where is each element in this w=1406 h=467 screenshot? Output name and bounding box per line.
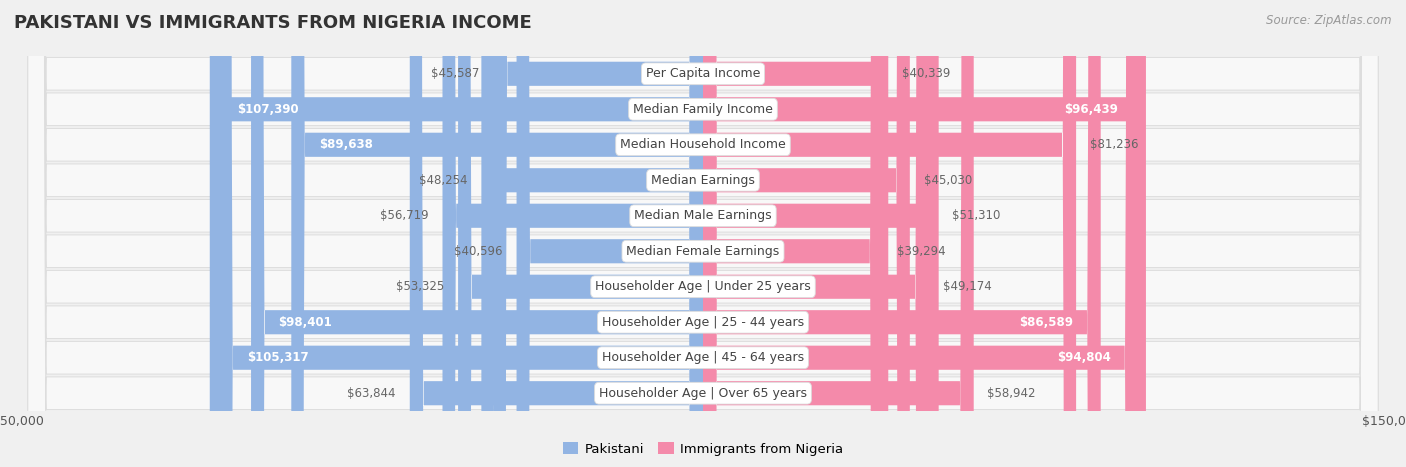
Text: $53,325: $53,325 <box>396 280 444 293</box>
Text: Median Male Earnings: Median Male Earnings <box>634 209 772 222</box>
FancyBboxPatch shape <box>481 0 703 467</box>
FancyBboxPatch shape <box>703 0 1076 467</box>
Text: $49,174: $49,174 <box>942 280 991 293</box>
Text: $45,030: $45,030 <box>924 174 972 187</box>
FancyBboxPatch shape <box>28 0 1378 467</box>
FancyBboxPatch shape <box>28 0 1378 467</box>
FancyBboxPatch shape <box>703 0 1139 467</box>
Text: $48,254: $48,254 <box>419 174 468 187</box>
Text: $51,310: $51,310 <box>952 209 1001 222</box>
Text: $94,804: $94,804 <box>1057 351 1111 364</box>
Text: $39,294: $39,294 <box>897 245 946 258</box>
FancyBboxPatch shape <box>703 0 910 467</box>
FancyBboxPatch shape <box>703 0 939 467</box>
FancyBboxPatch shape <box>28 0 1378 467</box>
FancyBboxPatch shape <box>28 0 1378 467</box>
FancyBboxPatch shape <box>28 0 1378 467</box>
Text: Source: ZipAtlas.com: Source: ZipAtlas.com <box>1267 14 1392 27</box>
Text: $56,719: $56,719 <box>380 209 429 222</box>
FancyBboxPatch shape <box>209 0 703 467</box>
Text: Median Female Earnings: Median Female Earnings <box>627 245 779 258</box>
Text: Median Earnings: Median Earnings <box>651 174 755 187</box>
FancyBboxPatch shape <box>409 0 703 467</box>
FancyBboxPatch shape <box>219 0 703 467</box>
Text: Householder Age | 25 - 44 years: Householder Age | 25 - 44 years <box>602 316 804 329</box>
Text: $105,317: $105,317 <box>247 351 308 364</box>
FancyBboxPatch shape <box>458 0 703 467</box>
Text: $96,439: $96,439 <box>1064 103 1118 116</box>
FancyBboxPatch shape <box>443 0 703 467</box>
Text: Median Household Income: Median Household Income <box>620 138 786 151</box>
FancyBboxPatch shape <box>291 0 703 467</box>
Text: $89,638: $89,638 <box>319 138 373 151</box>
Text: $81,236: $81,236 <box>1090 138 1139 151</box>
Text: PAKISTANI VS IMMIGRANTS FROM NIGERIA INCOME: PAKISTANI VS IMMIGRANTS FROM NIGERIA INC… <box>14 14 531 32</box>
FancyBboxPatch shape <box>28 0 1378 467</box>
Text: Median Family Income: Median Family Income <box>633 103 773 116</box>
Text: $45,587: $45,587 <box>432 67 479 80</box>
Text: $40,339: $40,339 <box>903 67 950 80</box>
Text: Per Capita Income: Per Capita Income <box>645 67 761 80</box>
Text: $63,844: $63,844 <box>347 387 396 400</box>
Text: $40,596: $40,596 <box>454 245 503 258</box>
Text: $98,401: $98,401 <box>278 316 332 329</box>
FancyBboxPatch shape <box>703 0 929 467</box>
Text: Householder Age | Under 25 years: Householder Age | Under 25 years <box>595 280 811 293</box>
FancyBboxPatch shape <box>703 0 883 467</box>
FancyBboxPatch shape <box>28 0 1378 467</box>
Text: $107,390: $107,390 <box>238 103 299 116</box>
FancyBboxPatch shape <box>516 0 703 467</box>
Text: Householder Age | 45 - 64 years: Householder Age | 45 - 64 years <box>602 351 804 364</box>
FancyBboxPatch shape <box>28 0 1378 467</box>
Legend: Pakistani, Immigrants from Nigeria: Pakistani, Immigrants from Nigeria <box>557 437 849 461</box>
FancyBboxPatch shape <box>703 0 1101 467</box>
Text: $86,589: $86,589 <box>1019 316 1073 329</box>
Text: $58,942: $58,942 <box>987 387 1036 400</box>
FancyBboxPatch shape <box>28 0 1378 467</box>
FancyBboxPatch shape <box>703 0 889 467</box>
FancyBboxPatch shape <box>28 0 1378 467</box>
Text: Householder Age | Over 65 years: Householder Age | Over 65 years <box>599 387 807 400</box>
FancyBboxPatch shape <box>703 0 974 467</box>
FancyBboxPatch shape <box>494 0 703 467</box>
FancyBboxPatch shape <box>252 0 703 467</box>
FancyBboxPatch shape <box>703 0 1146 467</box>
